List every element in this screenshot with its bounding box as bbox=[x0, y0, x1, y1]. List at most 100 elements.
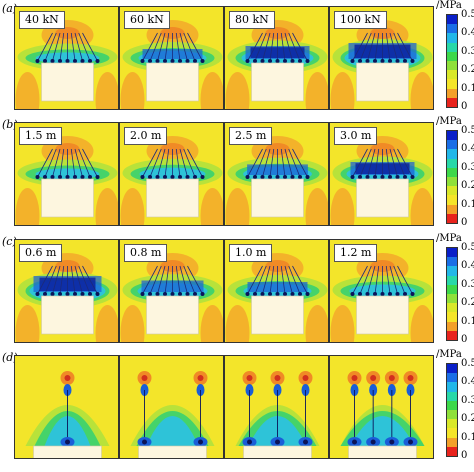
colorbar-segment bbox=[447, 33, 457, 43]
stress-contour-panel: 100 kN bbox=[329, 6, 434, 110]
colorbar-tick-label: 0.3 bbox=[461, 278, 474, 290]
colorbar-segment bbox=[447, 419, 457, 429]
colorbar-segment bbox=[447, 428, 457, 438]
panel-parameter-label: 100 kN bbox=[334, 11, 387, 29]
panel-parameter-label: 1.0 m bbox=[229, 244, 273, 262]
colorbar-segment bbox=[447, 382, 457, 392]
colorbar-segment bbox=[447, 330, 457, 340]
colorbar-segment bbox=[447, 149, 457, 159]
colorbar-tick-label: 0.3 bbox=[461, 161, 474, 173]
colorbar-segment bbox=[447, 131, 457, 141]
colorbar-unit: /MPa bbox=[436, 233, 462, 244]
colorbar-tick-label: 0.1 bbox=[461, 431, 474, 443]
colorbar-segment bbox=[447, 204, 457, 214]
colorbar-segment bbox=[447, 70, 457, 80]
contour-plot bbox=[330, 356, 433, 458]
contour-plot bbox=[225, 356, 328, 458]
stress-contour-panel: 1.0 m bbox=[224, 239, 329, 343]
panel-parameter-label: 80 kN bbox=[229, 11, 275, 29]
colorbar-segment bbox=[447, 321, 457, 331]
colorbar-segment bbox=[447, 373, 457, 383]
colorbar-tick-label: 0 bbox=[461, 450, 468, 461]
colorbar-unit: /MPa bbox=[436, 0, 462, 11]
contour-plot bbox=[15, 240, 118, 342]
stress-contour-panel: 60 kN bbox=[119, 6, 224, 110]
colorbar-tick-label: 0 bbox=[461, 101, 468, 112]
stress-contour-panel bbox=[224, 355, 329, 459]
stress-contour-panel: 1.5 m bbox=[14, 122, 119, 226]
colorbar-segment bbox=[447, 60, 457, 71]
colorbar-tick-label: 0.1 bbox=[461, 315, 474, 327]
colorbar-segment bbox=[447, 176, 457, 187]
row-label: (b) bbox=[2, 118, 18, 131]
figure-row-2: (c) 0.6 m 0.8 m 1.0 m 1.2 m/MPa 0.5 0.4 0.3 0.2 0… bbox=[0, 233, 474, 345]
colorbar-tick-label: 0.1 bbox=[461, 198, 474, 210]
colorbar-segment bbox=[447, 88, 457, 98]
panel-parameter-label: 60 kN bbox=[124, 11, 170, 29]
colorbar-segment bbox=[447, 275, 457, 285]
colorbar-tick-label: 0.4 bbox=[461, 143, 474, 155]
colorbar-segment bbox=[447, 186, 457, 196]
contour-plot bbox=[225, 7, 328, 109]
colorbar-tick-label: 0.2 bbox=[461, 64, 474, 76]
colorbar-segment bbox=[447, 266, 457, 276]
stress-contour-panel: 2.5 m bbox=[224, 122, 329, 226]
stress-contour-panel: 80 kN bbox=[224, 6, 329, 110]
figure-row-0: (a) 40 kN 60 kN 80 kN 100 kN/MPa 0.5 0.4 0.3 0.2… bbox=[0, 0, 474, 112]
colorbar-tick-label: 0.2 bbox=[461, 180, 474, 192]
panel-parameter-label: 2.0 m bbox=[124, 127, 168, 145]
colorbar-segment bbox=[447, 97, 457, 107]
colorbar-tick-label: 0.4 bbox=[461, 260, 474, 272]
panel-parameter-label: 3.0 m bbox=[334, 127, 378, 145]
contour-plot bbox=[330, 123, 433, 225]
stress-contour-panel bbox=[14, 355, 119, 459]
panel-parameter-label: 1.2 m bbox=[334, 244, 378, 262]
colorbar-unit: /MPa bbox=[436, 349, 462, 360]
contour-plot bbox=[15, 356, 118, 458]
panel-parameter-label: 0.6 m bbox=[19, 244, 63, 262]
colorbar-segment bbox=[447, 284, 457, 294]
stress-contour-panel: 0.6 m bbox=[14, 239, 119, 343]
colorbar-segment bbox=[447, 409, 457, 420]
row-label: (d) bbox=[2, 351, 18, 364]
colorbar-tick-label: 0.4 bbox=[461, 27, 474, 39]
colorbar-tick-label: 0.5 bbox=[461, 9, 474, 20]
stress-contour-panel: 1.2 m bbox=[329, 239, 434, 343]
colorbar-tick-label: 0.1 bbox=[461, 82, 474, 94]
colorbar-segment bbox=[447, 400, 457, 410]
row-label: (c) bbox=[2, 235, 17, 248]
colorbar-segment bbox=[447, 158, 457, 168]
colorbar-segment bbox=[447, 364, 457, 374]
colorbar bbox=[446, 14, 458, 108]
colorbar bbox=[446, 363, 458, 457]
figure-row-3: (d) /MPa 0.5 0.4 0.3 0.2 0.1 0 bbox=[0, 349, 474, 461]
stress-contour-panel: 0.8 m bbox=[119, 239, 224, 343]
row-label: (a) bbox=[2, 2, 18, 15]
panel-parameter-label: 40 kN bbox=[19, 11, 65, 29]
colorbar-segment bbox=[447, 303, 457, 313]
panel-parameter-label: 2.5 m bbox=[229, 127, 273, 145]
colorbar-segment bbox=[447, 195, 457, 205]
colorbar-tick-label: 0.5 bbox=[461, 125, 474, 136]
colorbar-segment bbox=[447, 248, 457, 258]
colorbar bbox=[446, 130, 458, 224]
colorbar-segment bbox=[447, 15, 457, 25]
colorbar-segment bbox=[447, 293, 457, 304]
colorbar-segment bbox=[447, 213, 457, 223]
colorbar-segment bbox=[447, 391, 457, 401]
stress-contour-panel: 40 kN bbox=[14, 6, 119, 110]
colorbar-segment bbox=[447, 24, 457, 34]
contour-plot bbox=[120, 240, 223, 342]
panel-parameter-label: 1.5 m bbox=[19, 127, 63, 145]
stress-contour-panel: 3.0 m bbox=[329, 122, 434, 226]
contour-plot bbox=[15, 7, 118, 109]
stress-contour-panel bbox=[119, 355, 224, 459]
colorbar-segment bbox=[447, 437, 457, 447]
stress-contour-panel: 2.0 m bbox=[119, 122, 224, 226]
colorbar-segment bbox=[447, 446, 457, 456]
colorbar-segment bbox=[447, 51, 457, 61]
colorbar-unit: /MPa bbox=[436, 116, 462, 127]
colorbar-tick-label: 0.2 bbox=[461, 413, 474, 425]
colorbar-segment bbox=[447, 140, 457, 150]
colorbar-segment bbox=[447, 79, 457, 89]
